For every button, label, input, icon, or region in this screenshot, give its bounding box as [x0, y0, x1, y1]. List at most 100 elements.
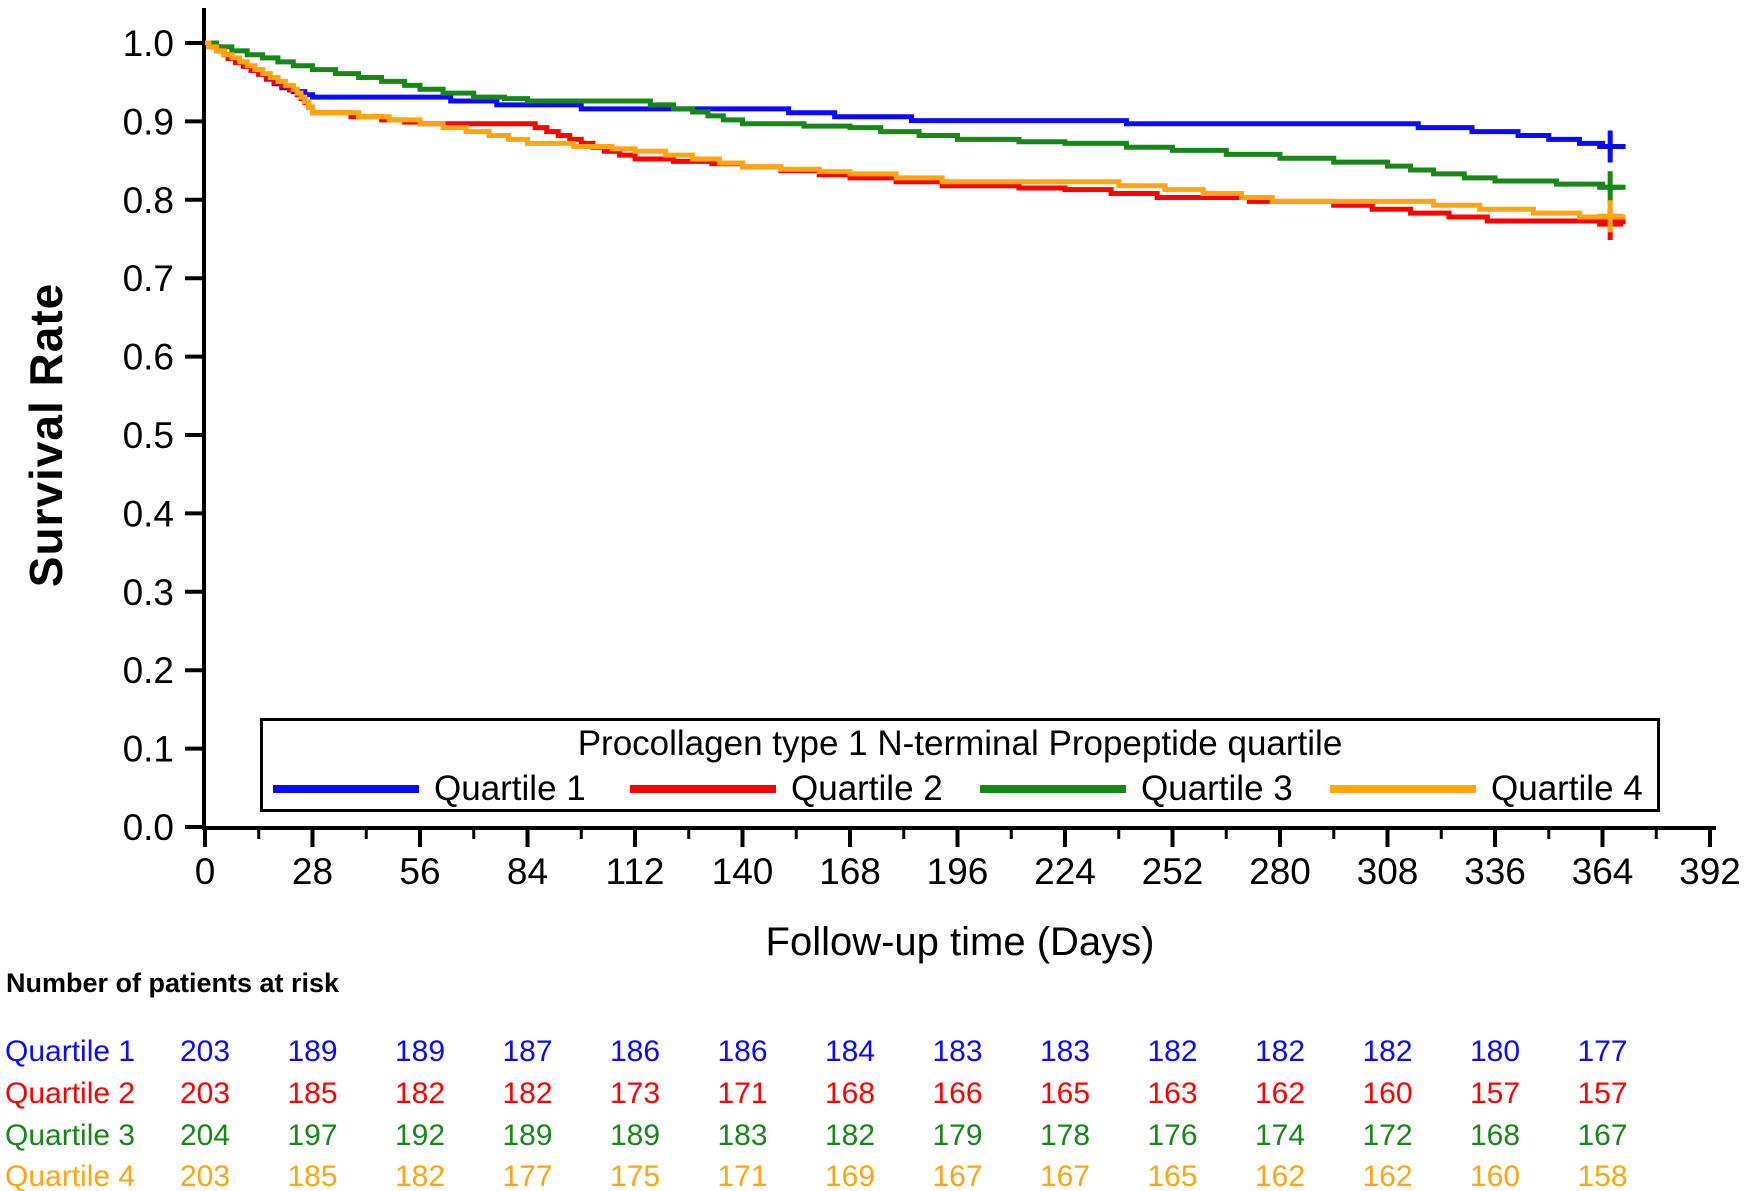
x-tick-label: 168 [819, 851, 881, 892]
survival-chart-canvas: 0.0 0.1 0.2 0.3 0.4 0.5 0.6 0.7 0.8 0.9 1.0 0 28 56 84… [123, 8, 1741, 892]
risk-count: 185 [287, 1077, 338, 1110]
risk-count: 175 [609, 1160, 661, 1191]
risk-row-label: Quartile 1 [5, 1035, 136, 1068]
risk-count: 182 [394, 1160, 446, 1191]
risk-count: 187 [502, 1035, 553, 1068]
risk-row-label: Quartile 2 [5, 1077, 136, 1110]
legend-label: Quartile 4 [1491, 769, 1643, 808]
legend-box: Procollagen type 1 N-terminal Propeptide… [260, 718, 1660, 812]
y-tick-label: 0.0 [123, 807, 174, 848]
x-axis-title: Follow-up time (Days) [765, 920, 1155, 964]
risk-count: 192 [394, 1119, 446, 1152]
legend-title: Procollagen type 1 N-terminal Propeptide… [577, 724, 1343, 763]
survival-curve-quartile-3 [205, 40, 1626, 190]
risk-row-quartile-1: Quartile 1 203 189 189 187 186 186 184 183 183 182… [0, 1035, 1750, 1073]
risk-count: 182 [1254, 1035, 1306, 1068]
legend-swatch [630, 785, 776, 793]
legend-label: Quartile 1 [434, 769, 586, 808]
risk-count: 174 [1254, 1119, 1306, 1152]
risk-count: 186 [717, 1035, 768, 1068]
legend-entry-quartile-3: Quartile 3 [980, 769, 1293, 808]
y-tick-label: 0.1 [123, 729, 174, 770]
risk-count: 203 [179, 1160, 231, 1191]
risk-count: 171 [717, 1160, 768, 1191]
risk-count: 168 [824, 1077, 876, 1110]
x-tick-label: 112 [606, 851, 665, 892]
legend-swatch [273, 785, 419, 793]
risk-count: 165 [1147, 1160, 1198, 1191]
risk-count: 189 [502, 1119, 553, 1152]
x-tick-label: 364 [1572, 851, 1634, 892]
risk-count: 182 [502, 1077, 553, 1110]
legend-label: Quartile 2 [791, 769, 943, 808]
legend-label: Quartile 3 [1141, 769, 1293, 808]
risk-count: 160 [1362, 1077, 1413, 1110]
risk-count: 204 [179, 1119, 231, 1152]
risk-count: 157 [1577, 1077, 1628, 1110]
risk-count: 172 [1362, 1119, 1413, 1152]
legend-swatch [980, 785, 1126, 793]
risk-count: 180 [1469, 1035, 1521, 1068]
risk-count: 189 [287, 1035, 338, 1068]
legend-entry-quartile-2: Quartile 2 [630, 769, 943, 808]
risk-count: 179 [932, 1119, 983, 1152]
risk-count: 158 [1577, 1160, 1628, 1191]
risk-table-header: Number of patients at risk [6, 968, 340, 998]
risk-count: 197 [287, 1119, 338, 1152]
legend-entry-quartile-1: Quartile 1 [273, 769, 586, 808]
risk-row-label: Quartile 3 [5, 1119, 136, 1152]
x-tick-label: 336 [1464, 851, 1526, 892]
risk-count: 167 [1577, 1119, 1628, 1152]
x-tick-label: 0 [195, 851, 216, 892]
risk-count: 189 [609, 1119, 661, 1152]
risk-count: 177 [502, 1160, 553, 1191]
legend-swatch [1330, 785, 1476, 793]
risk-count: 162 [1362, 1160, 1413, 1191]
x-tick-label: 28 [292, 851, 333, 892]
risk-count: 186 [609, 1035, 661, 1068]
y-tick-label: 0.5 [123, 415, 174, 456]
risk-count: 163 [1147, 1077, 1198, 1110]
risk-count: 203 [179, 1035, 231, 1068]
risk-count: 182 [1147, 1035, 1198, 1068]
legend-entry-quartile-4: Quartile 4 [1330, 769, 1643, 808]
risk-count: 162 [1254, 1160, 1306, 1191]
y-tick-label: 1.0 [123, 23, 174, 64]
risk-count: 165 [1039, 1077, 1091, 1110]
y-tick-label: 0.9 [123, 101, 174, 142]
risk-count: 177 [1577, 1035, 1628, 1068]
risk-count: 182 [824, 1119, 876, 1152]
x-tick-label: 56 [399, 851, 440, 892]
risk-count: 168 [1469, 1119, 1521, 1152]
risk-count: 178 [1039, 1119, 1091, 1152]
x-tick-label: 140 [712, 851, 774, 892]
y-tick-label: 0.6 [123, 337, 174, 378]
x-tick-label: 252 [1142, 851, 1204, 892]
x-tick-label: 392 [1679, 851, 1741, 892]
risk-row-quartile-3: Quartile 3 204 197 192 189 189 183 182 179 178 176… [0, 1119, 1750, 1157]
risk-count: 183 [1039, 1035, 1091, 1068]
risk-count: 182 [1362, 1035, 1413, 1068]
risk-count: 203 [179, 1077, 231, 1110]
risk-count: 183 [932, 1035, 983, 1068]
x-tick-label: 196 [927, 851, 989, 892]
risk-count: 169 [824, 1160, 876, 1191]
risk-row-quartile-2: Quartile 2 203 185 182 182 173 171 168 166 165 163… [0, 1077, 1750, 1115]
risk-count: 167 [1039, 1160, 1091, 1191]
risk-count: 176 [1147, 1119, 1198, 1152]
risk-count: 183 [717, 1119, 768, 1152]
x-tick-label: 84 [507, 851, 548, 892]
risk-count: 189 [394, 1035, 446, 1068]
x-tick-label: 308 [1357, 851, 1419, 892]
y-tick-label: 0.3 [123, 572, 174, 613]
y-tick-label: 0.8 [123, 180, 174, 221]
risk-count: 182 [394, 1077, 446, 1110]
risk-count: 166 [932, 1077, 983, 1110]
risk-count: 162 [1254, 1077, 1306, 1110]
risk-count: 157 [1469, 1077, 1521, 1110]
x-tick-label: 280 [1249, 851, 1311, 892]
risk-row-quartile-4: Quartile 4 203 185 182 177 175 171 169 167 167 165… [0, 1160, 1750, 1191]
risk-count: 184 [824, 1035, 876, 1068]
y-tick-label: 0.2 [123, 650, 174, 691]
